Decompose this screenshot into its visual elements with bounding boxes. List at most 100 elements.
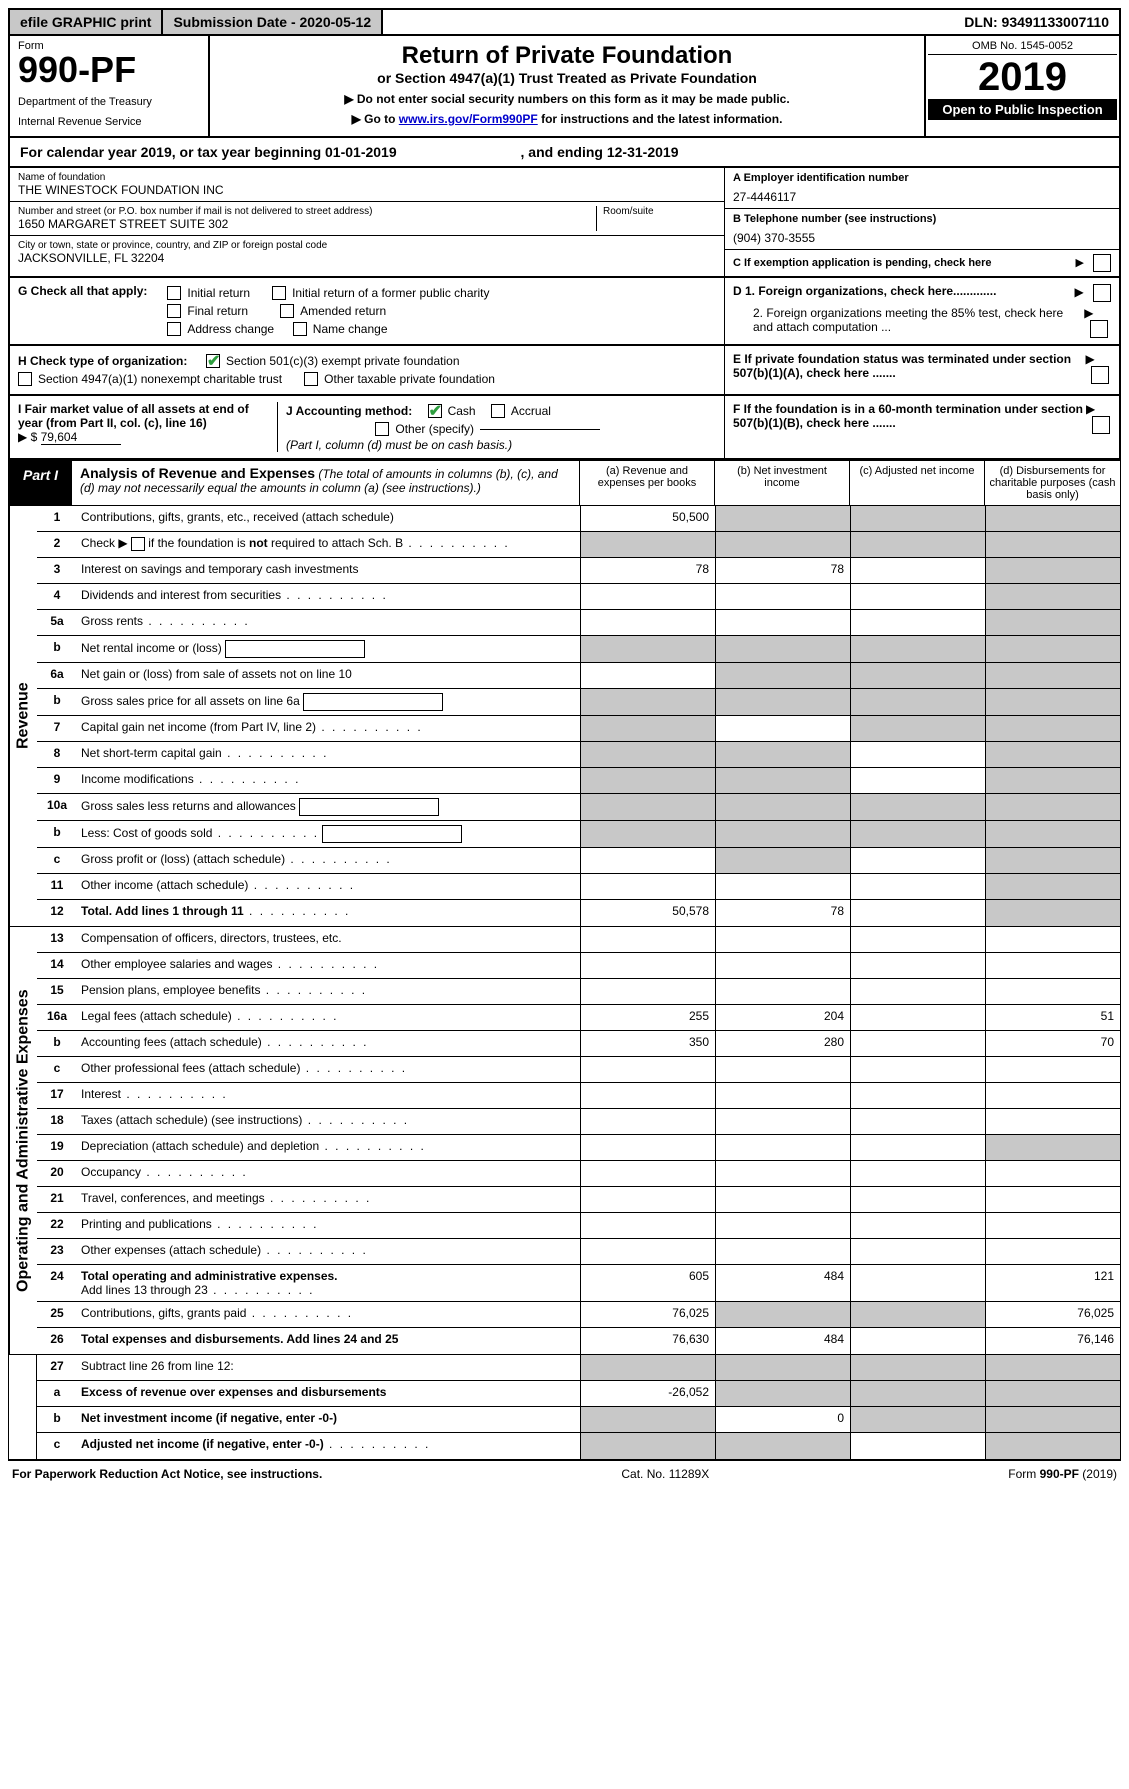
row-16a: 16aLegal fees (attach schedule)25520451 <box>37 1005 1120 1031</box>
f-checkbox[interactable] <box>1092 416 1110 434</box>
arrow-icon: ▶ <box>1075 254 1111 272</box>
row-8: 8Net short-term capital gain <box>37 742 1120 768</box>
top-bar: efile GRAPHIC print Submission Date - 20… <box>8 8 1121 36</box>
section-g-d: G Check all that apply: Initial return I… <box>8 278 1121 346</box>
ein-label: A Employer identification number <box>733 172 1111 184</box>
501c3-label: Section 501(c)(3) exempt private foundat… <box>226 354 459 368</box>
4947-label: Section 4947(a)(1) nonexempt charitable … <box>38 372 282 386</box>
4947-checkbox[interactable] <box>18 372 32 386</box>
row-2: 2Check ▶ if the foundation is not requir… <box>37 532 1120 558</box>
row-9: 9Income modifications <box>37 768 1120 794</box>
line27-rows: 27Subtract line 26 from line 12: aExcess… <box>37 1355 1120 1459</box>
row-4: 4Dividends and interest from securities <box>37 584 1120 610</box>
row-16c: cOther professional fees (attach schedul… <box>37 1057 1120 1083</box>
phone-value: (904) 370-3555 <box>733 231 1111 245</box>
footer-left: For Paperwork Reduction Act Notice, see … <box>12 1467 322 1481</box>
form-header: Form 990-PF Department of the Treasury I… <box>8 36 1121 138</box>
row-11: 11Other income (attach schedule) <box>37 874 1120 900</box>
6b-box[interactable] <box>303 693 443 711</box>
tax-year: 2019 <box>928 55 1117 99</box>
g-label: G Check all that apply: <box>18 284 147 338</box>
row-14: 14Other employee salaries and wages <box>37 953 1120 979</box>
row-24: 24Total operating and administrative exp… <box>37 1265 1120 1302</box>
expenses-table: Operating and Administrative Expenses 13… <box>8 927 1121 1355</box>
row-25: 25Contributions, gifts, grants paid76,02… <box>37 1302 1120 1328</box>
addr-label: Number and street (or P.O. box number if… <box>18 206 596 217</box>
header-center: Return of Private Foundation or Section … <box>210 36 924 136</box>
section-h-e: H Check type of organization: Section 50… <box>8 346 1121 396</box>
room-label: Room/suite <box>603 206 716 217</box>
row-23: 23Other expenses (attach schedule) <box>37 1239 1120 1265</box>
initial-return-label: Initial return <box>187 286 250 300</box>
10b-box[interactable] <box>322 825 462 843</box>
line27-spacer <box>9 1355 37 1459</box>
row-27c: cAdjusted net income (if negative, enter… <box>37 1433 1120 1459</box>
e-label: E If private foundation status was termi… <box>733 352 1085 384</box>
other-taxable-checkbox[interactable] <box>304 372 318 386</box>
col-d-head: (d) Disbursements for charitable purpose… <box>985 461 1120 505</box>
j-note: (Part I, column (d) must be on cash basi… <box>286 438 716 452</box>
row-5b: bNet rental income or (loss) <box>37 636 1120 663</box>
other-taxable-label: Other taxable private foundation <box>324 372 495 386</box>
f-label: F If the foundation is in a 60-month ter… <box>733 402 1086 434</box>
efile-label: efile GRAPHIC print <box>10 10 163 34</box>
exemption-cell: C If exemption application is pending, c… <box>725 250 1119 276</box>
row-10c: cGross profit or (loss) (attach schedule… <box>37 848 1120 874</box>
part1-title: Analysis of Revenue and Expenses <box>80 465 315 481</box>
other-method-field[interactable] <box>480 429 600 430</box>
expenses-side-label: Operating and Administrative Expenses <box>9 927 37 1354</box>
irs-link[interactable]: www.irs.gov/Form990PF <box>399 112 538 126</box>
e-checkbox[interactable] <box>1091 366 1109 384</box>
row-20: 20Occupancy <box>37 1161 1120 1187</box>
initial-former-label: Initial return of a former public charit… <box>292 286 489 300</box>
omb-number: OMB No. 1545-0052 <box>928 38 1117 55</box>
501c3-checkbox[interactable] <box>206 354 220 368</box>
col-c-head: (c) Adjusted net income <box>850 461 985 505</box>
footer: For Paperwork Reduction Act Notice, see … <box>8 1460 1121 1487</box>
final-return-label: Final return <box>187 304 248 318</box>
row-27: 27Subtract line 26 from line 12: <box>37 1355 1120 1381</box>
final-return-checkbox[interactable] <box>167 304 181 318</box>
city-label: City or town, state or province, country… <box>18 240 716 251</box>
name-cell: Name of foundation THE WINESTOCK FOUNDAT… <box>10 168 724 202</box>
10a-box[interactable] <box>299 798 439 816</box>
addr-change-checkbox[interactable] <box>167 322 181 336</box>
row-3: 3Interest on savings and temporary cash … <box>37 558 1120 584</box>
ein-value: 27-4446117 <box>733 190 1111 204</box>
phone-cell: B Telephone number (see instructions) (9… <box>725 209 1119 250</box>
name-change-checkbox[interactable] <box>293 322 307 336</box>
accrual-checkbox[interactable] <box>491 404 505 418</box>
initial-former-checkbox[interactable] <box>272 286 286 300</box>
row-15: 15Pension plans, employee benefits <box>37 979 1120 1005</box>
d2-checkbox[interactable] <box>1090 320 1108 338</box>
name-change-label: Name change <box>313 322 388 336</box>
f-section: F If the foundation is in a 60-month ter… <box>724 396 1119 458</box>
d1-checkbox[interactable] <box>1093 284 1111 302</box>
dept-treasury: Department of the Treasury <box>18 96 200 108</box>
irs-label: Internal Revenue Service <box>18 116 200 128</box>
row-18: 18Taxes (attach schedule) (see instructi… <box>37 1109 1120 1135</box>
c-label: C If exemption application is pending, c… <box>733 257 992 269</box>
dln-label: DLN: 93491133007110 <box>954 10 1119 34</box>
phone-label: B Telephone number (see instructions) <box>733 213 1111 225</box>
other-method-checkbox[interactable] <box>375 422 389 436</box>
initial-return-checkbox[interactable] <box>167 286 181 300</box>
sch-b-checkbox[interactable] <box>131 537 145 551</box>
cash-checkbox[interactable] <box>428 404 442 418</box>
revenue-table: Revenue 1Contributions, gifts, grants, e… <box>8 506 1121 927</box>
city-cell: City or town, state or province, country… <box>10 236 724 269</box>
revenue-rows: 1Contributions, gifts, grants, etc., rec… <box>37 506 1120 926</box>
row-27a: aExcess of revenue over expenses and dis… <box>37 1381 1120 1407</box>
header-right: OMB No. 1545-0052 2019 Open to Public In… <box>924 36 1119 136</box>
address-cell: Number and street (or P.O. box number if… <box>10 202 724 236</box>
row-7: 7Capital gain net income (from Part IV, … <box>37 716 1120 742</box>
col-b-head: (b) Net investment income <box>715 461 850 505</box>
instr2-pre: ▶ Go to <box>352 112 399 126</box>
amended-checkbox[interactable] <box>280 304 294 318</box>
footer-right: Form 990-PF (2019) <box>1008 1467 1117 1481</box>
c-checkbox[interactable] <box>1093 254 1111 272</box>
row-12: 12Total. Add lines 1 through 1150,57878 <box>37 900 1120 926</box>
addr-change-label: Address change <box>187 322 274 336</box>
line27-table: 27Subtract line 26 from line 12: aExcess… <box>8 1355 1121 1460</box>
5b-box[interactable] <box>225 640 365 658</box>
